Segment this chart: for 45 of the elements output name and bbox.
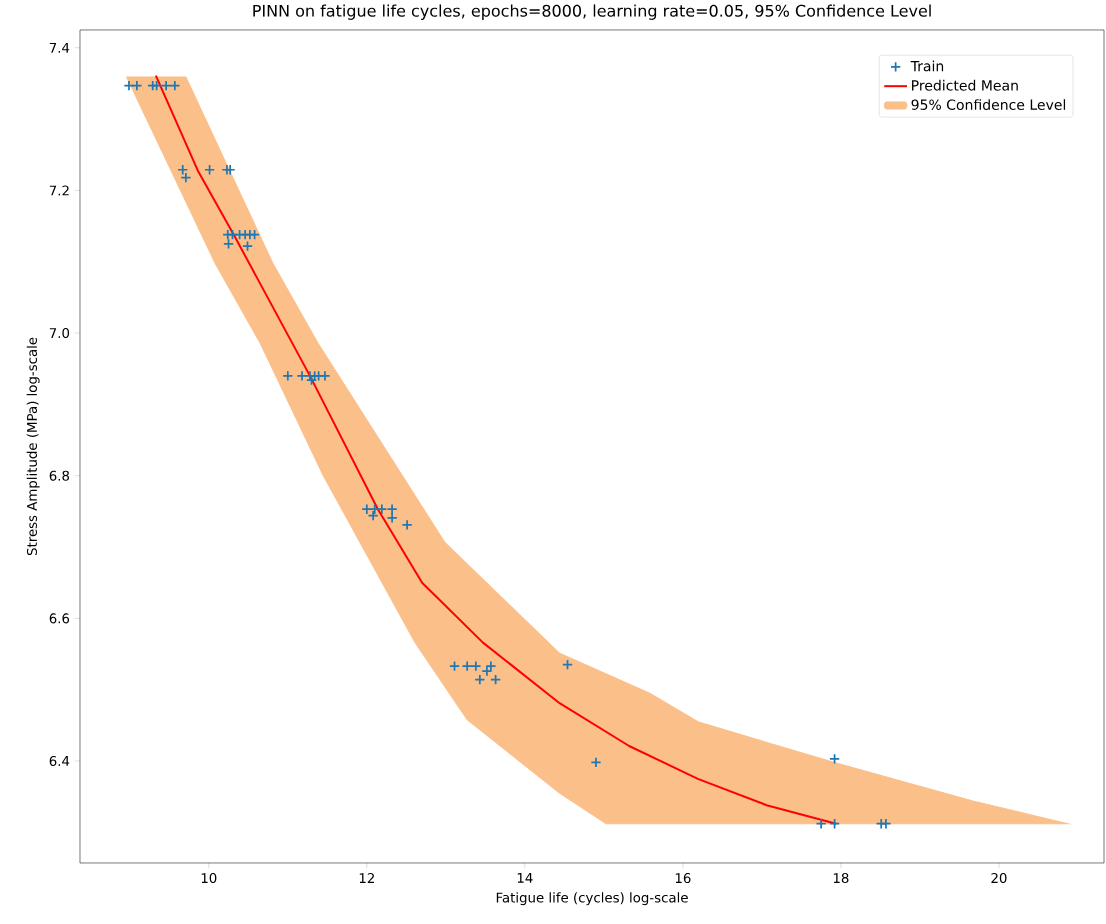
point	[204, 164, 216, 176]
point	[319, 370, 331, 382]
point	[160, 80, 172, 92]
point	[282, 370, 294, 382]
point	[485, 660, 497, 672]
x-tick-label: 14	[517, 873, 533, 883]
point	[829, 818, 841, 830]
chart-title: PINN on fatigue life cycles, epochs=8000, learning rate=0.05, 95% Confidence Level	[253, 4, 931, 20]
point	[448, 660, 461, 672]
point	[561, 659, 574, 671]
point	[474, 674, 486, 686]
y-tick-label: 6.6	[49, 613, 70, 624]
legend-label: Train	[910, 60, 944, 72]
point	[131, 80, 143, 92]
point	[815, 818, 827, 830]
x-tick-label: 10	[201, 873, 217, 884]
point	[241, 240, 254, 252]
y-axis-title: Stress Amplitude (MPa) log-scale	[26, 337, 40, 556]
point	[296, 370, 308, 382]
point	[376, 503, 388, 515]
legend-label: Predicted Mean	[912, 79, 1018, 91]
point	[223, 238, 235, 250]
point	[386, 512, 398, 524]
point	[386, 503, 398, 515]
x-tick-label: 20	[991, 873, 1007, 884]
point	[490, 674, 502, 686]
legend-label: 95% Confidence Level	[911, 99, 1066, 110]
x-axis-title: Fatigue life (cycles) log-scale	[496, 892, 688, 906]
x-tick-label: 16	[675, 873, 691, 884]
point	[481, 665, 493, 677]
point	[123, 80, 135, 92]
point	[169, 80, 181, 92]
y-tick-label: 6.4	[49, 755, 70, 767]
x-tick-label: 12	[359, 873, 374, 883]
point	[829, 753, 841, 765]
y-tick-label: 7.2	[49, 185, 69, 196]
x-tick-label: 18	[833, 873, 849, 884]
y-tick-label: 7.4	[49, 42, 70, 53]
y-tick-label: 7.0	[49, 328, 70, 339]
point	[401, 519, 413, 531]
point	[249, 229, 261, 241]
point	[470, 660, 482, 672]
point	[590, 756, 602, 768]
y-tick-label: 6.8	[49, 470, 70, 481]
point	[461, 660, 473, 672]
